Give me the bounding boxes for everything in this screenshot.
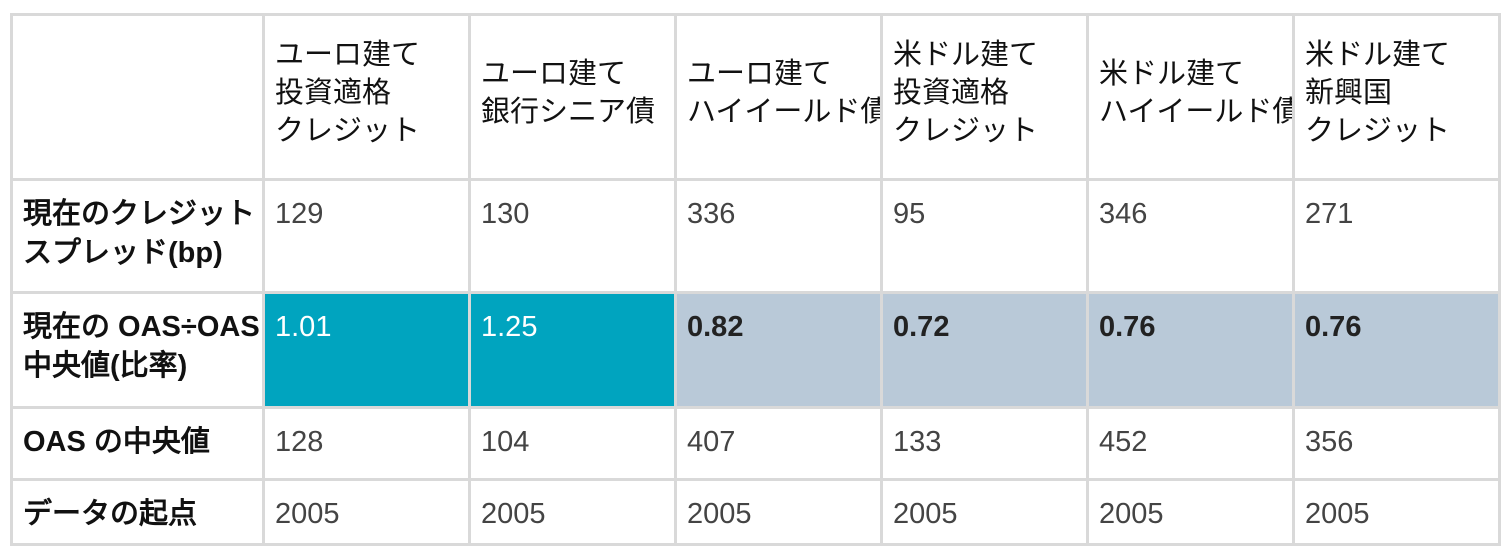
row-label-line: データの起点 [23,498,198,530]
table-cell: 2005 [468,478,677,546]
table-cell-shaded: 0.76 [1086,291,1295,409]
table-row-current-spread: 現在のクレジット・ スプレッド(bp) 129 130 336 95 346 2… [10,178,1501,294]
table-cell: 2005 [262,478,471,546]
col-header-line: 米ドル建て [893,39,1039,71]
col-header-usd-em: 米ドル建て 新興国 クレジット [1292,13,1501,181]
col-header-line: ユーロ建て [687,58,833,90]
col-header-line: 新興国 [1305,77,1393,109]
row-label: 現在の OAS÷OAS 中央値(比率) [10,291,265,409]
col-header-line: 米ドル建て [1099,58,1245,90]
table-cell-shaded: 0.72 [880,291,1089,409]
row-label-line: スプレッド(bp) [23,237,223,269]
table-cell: 95 [880,178,1089,294]
col-header-line: ユーロ建て [481,58,627,90]
header-row: ユーロ建て 投資適格 クレジット ユーロ建て 銀行シニア債 ユーロ建て ハイイー… [10,13,1501,181]
table-cell: 346 [1086,178,1295,294]
table-row-oas-ratio: 現在の OAS÷OAS 中央値(比率) 1.01 1.25 0.82 0.72 … [10,291,1501,409]
col-header-usd-hy: 米ドル建て ハイイールド債 [1086,13,1295,181]
col-header-line: クレジット [1305,115,1451,147]
col-header-line: ハイイールド債 [687,96,882,128]
table-cell: 336 [674,178,883,294]
row-label: OAS の中央値 [10,406,265,481]
row-label-line: OAS の中央値 [23,426,210,458]
table-cell: 133 [880,406,1089,481]
col-header-line: クレジット [275,115,421,147]
table-cell: 407 [674,406,883,481]
table-cell: 2005 [880,478,1089,546]
table-cell-highlight: 1.01 [262,291,471,409]
col-header-line: 投資適格 [893,77,1010,109]
credit-spread-table: ユーロ建て 投資適格 クレジット ユーロ建て 銀行シニア債 ユーロ建て ハイイー… [10,13,1501,546]
table-cell: 104 [468,406,677,481]
col-header-usd-ig: 米ドル建て 投資適格 クレジット [880,13,1089,181]
table-cell: 356 [1292,406,1501,481]
table-cell-shaded: 0.82 [674,291,883,409]
col-header-line: ユーロ建て [275,39,421,71]
col-header-line: ハイイールド債 [1099,96,1294,128]
table-cell: 2005 [674,478,883,546]
table-cell: 2005 [1292,478,1501,546]
col-header-line: 米ドル建て [1305,39,1451,71]
row-label-line: 中央値(比率) [23,350,188,382]
table-cell-shaded: 0.76 [1292,291,1501,409]
table-row-oas-median: OAS の中央値 128 104 407 133 452 356 [10,406,1501,481]
table-row-data-start: データの起点 2005 2005 2005 2005 2005 2005 [10,478,1501,546]
row-label-line: 現在の OAS÷OAS [23,311,260,343]
row-label-line: 現在のクレジット・ [23,198,264,230]
table-cell: 452 [1086,406,1295,481]
table-cell: 128 [262,406,471,481]
row-label: データの起点 [10,478,265,546]
table-cell: 2005 [1086,478,1295,546]
col-header-eur-bank-senior: ユーロ建て 銀行シニア債 [468,13,677,181]
corner-cell [10,13,265,181]
col-header-line: 銀行シニア債 [481,96,656,128]
col-header-line: 投資適格 [275,77,392,109]
table-cell-highlight: 1.25 [468,291,677,409]
col-header-eur-ig: ユーロ建て 投資適格 クレジット [262,13,471,181]
col-header-eur-hy: ユーロ建て ハイイールド債 [674,13,883,181]
table-cell: 130 [468,178,677,294]
table-cell: 271 [1292,178,1501,294]
col-header-line: クレジット [893,115,1039,147]
table-cell: 129 [262,178,471,294]
row-label: 現在のクレジット・ スプレッド(bp) [10,178,265,294]
